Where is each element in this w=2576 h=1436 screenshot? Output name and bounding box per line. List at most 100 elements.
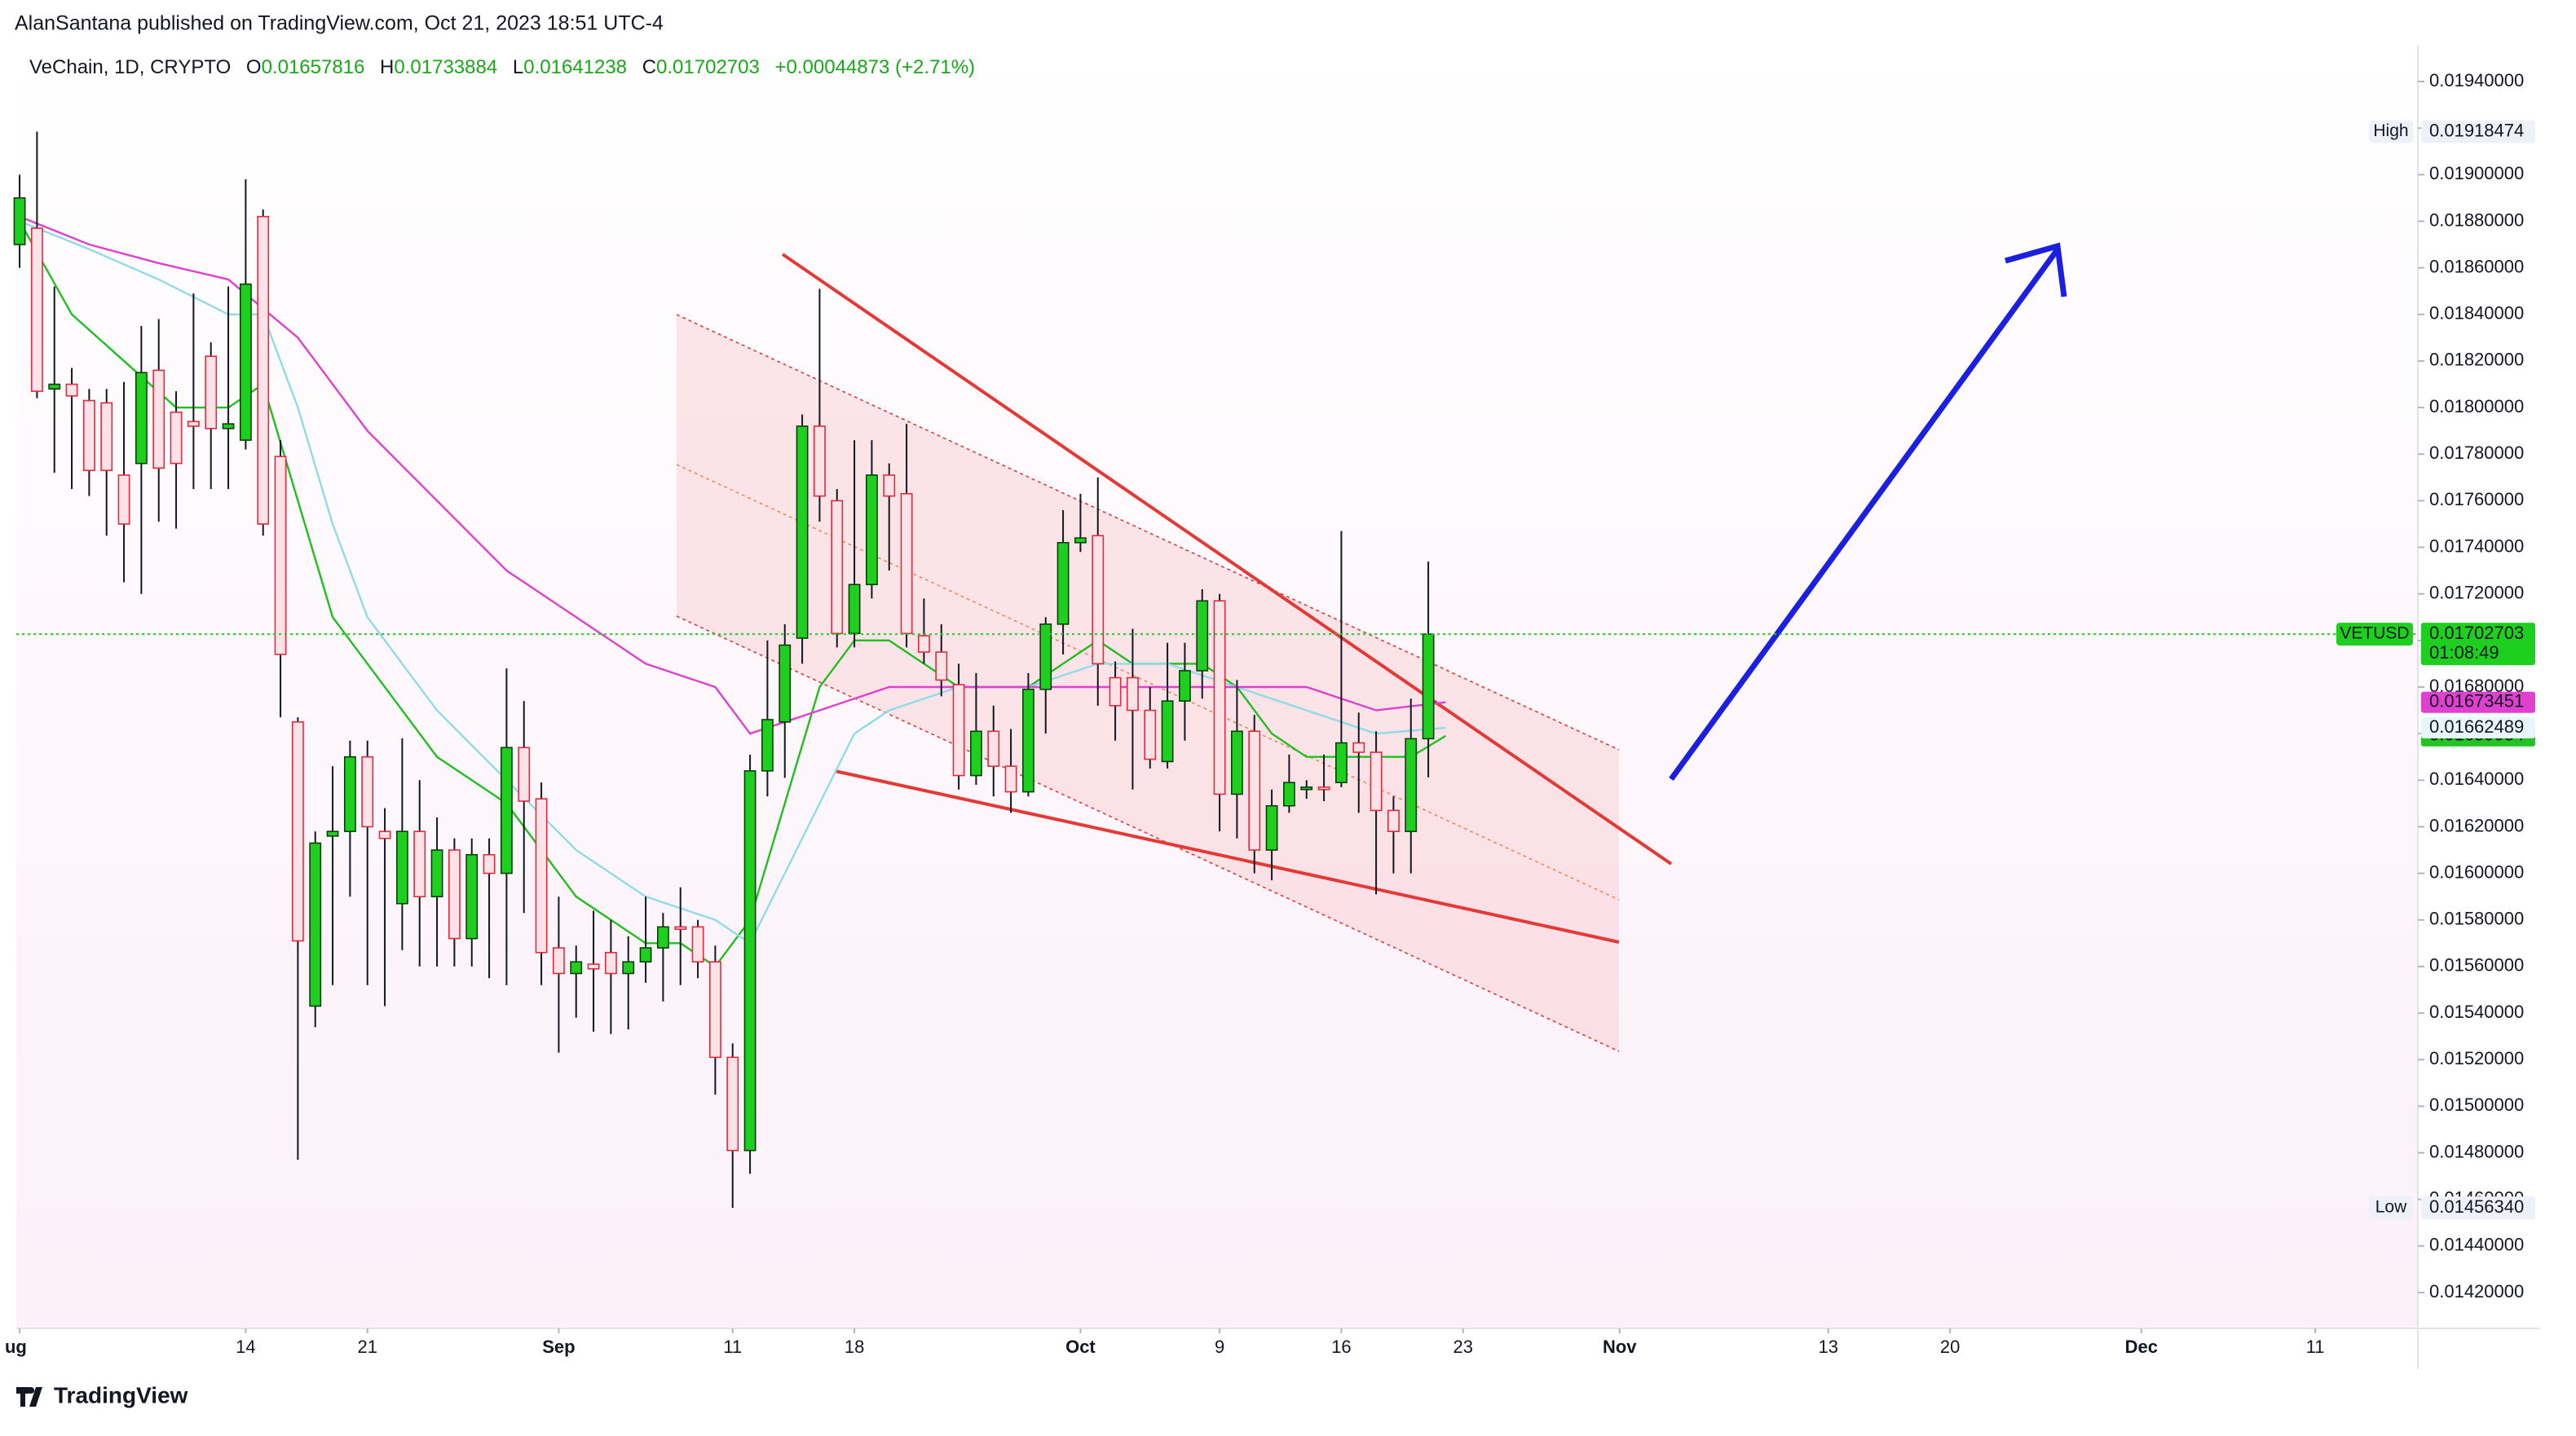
series-last-value: 0.01662489 bbox=[2429, 716, 2524, 737]
marker-value-box bbox=[2421, 120, 2535, 143]
candle-body bbox=[378, 830, 391, 839]
candle-body bbox=[1022, 689, 1034, 793]
y-tick-label: 0.01560000 bbox=[2429, 955, 2524, 976]
x-tick-label: 20 bbox=[1940, 1337, 1960, 1357]
y-tick-label: 0.01640000 bbox=[2429, 769, 2524, 789]
ohlc-letter: O bbox=[246, 56, 262, 78]
candle-body bbox=[448, 849, 461, 940]
candle-body bbox=[779, 644, 792, 723]
candle-body bbox=[1161, 700, 1174, 763]
candle-body bbox=[761, 719, 774, 772]
ohlc-value: 0.01641238 bbox=[523, 56, 627, 78]
candle-body bbox=[483, 853, 496, 874]
brand: TradingView bbox=[54, 1382, 188, 1407]
last-price: 0.01702703 bbox=[2429, 623, 2524, 643]
marker-tag: Low bbox=[2375, 1198, 2407, 1217]
y-tick-label: 0.01880000 bbox=[2429, 209, 2524, 230]
y-tick-label: 0.01900000 bbox=[2429, 163, 2524, 183]
candle-body bbox=[1039, 623, 1052, 690]
y-tick-label: 0.01780000 bbox=[2429, 443, 2524, 463]
candle-body bbox=[656, 926, 669, 949]
candle-body bbox=[1213, 600, 1226, 795]
y-tick-label: 0.01740000 bbox=[2429, 535, 2524, 556]
y-tick-label: 0.01940000 bbox=[2429, 70, 2524, 90]
candle-body bbox=[518, 747, 531, 802]
candle-body bbox=[187, 421, 200, 427]
candle-body bbox=[813, 425, 826, 497]
candle-body bbox=[1335, 742, 1348, 783]
ohlc-letter: L bbox=[513, 56, 523, 78]
x-tick-label: Oct bbox=[1065, 1337, 1096, 1357]
candle-body bbox=[1092, 535, 1105, 665]
candle-body bbox=[117, 474, 130, 525]
candle-body bbox=[1317, 786, 1330, 791]
candle-body bbox=[883, 474, 896, 497]
candle-body bbox=[430, 849, 443, 897]
ohlc-letter: H bbox=[380, 56, 394, 78]
candle-body bbox=[622, 961, 635, 975]
logo-mark bbox=[16, 1387, 42, 1407]
candle-body bbox=[343, 755, 356, 832]
ohlc-value: 0.01657816 bbox=[262, 56, 365, 78]
candle-body bbox=[274, 456, 287, 655]
candle-body bbox=[1387, 809, 1400, 832]
candle-body bbox=[587, 963, 600, 970]
candle-body bbox=[900, 493, 913, 635]
candle-body bbox=[13, 197, 26, 245]
y-tick-label: 0.01860000 bbox=[2429, 256, 2524, 276]
candle-body bbox=[135, 372, 148, 465]
candle-body bbox=[691, 926, 704, 963]
candle-body bbox=[1127, 676, 1139, 711]
candle-body bbox=[65, 383, 78, 397]
candle-body bbox=[848, 584, 861, 635]
candle-body bbox=[604, 951, 617, 975]
y-tick-label: 0.01720000 bbox=[2429, 583, 2524, 603]
ohlc-value: 0.01733884 bbox=[394, 56, 497, 78]
candle-body bbox=[291, 721, 304, 942]
change: +0.00044873 (+2.71%) bbox=[775, 56, 976, 78]
x-tick-label: Dec bbox=[2125, 1337, 2158, 1357]
y-tick-label: 0.01820000 bbox=[2429, 350, 2524, 370]
candle-body bbox=[1283, 782, 1295, 807]
x-tick-label: 14 bbox=[236, 1337, 255, 1357]
candle-body bbox=[30, 227, 43, 392]
candle-body bbox=[952, 684, 965, 777]
candle-body bbox=[413, 830, 426, 897]
candle-body bbox=[570, 961, 583, 975]
plot bbox=[13, 131, 2418, 1209]
candle-body bbox=[1352, 742, 1365, 753]
arrow-shaft bbox=[1669, 247, 2060, 782]
candle-body bbox=[257, 215, 270, 525]
support-line bbox=[834, 769, 1620, 944]
y-tick-label: 0.01580000 bbox=[2429, 909, 2524, 929]
candle-body bbox=[1074, 537, 1087, 544]
y-tick-label: 0.01600000 bbox=[2429, 861, 2524, 882]
candle-body bbox=[48, 383, 61, 390]
candle-body bbox=[535, 798, 548, 954]
marker-value-box bbox=[2421, 1196, 2535, 1220]
y-tick-label: 0.01520000 bbox=[2429, 1048, 2524, 1068]
y-tick-label: 0.01480000 bbox=[2429, 1141, 2524, 1161]
symbol-tag-box bbox=[2336, 623, 2413, 646]
candle-body bbox=[1265, 804, 1278, 851]
series-last-box bbox=[2421, 691, 2535, 713]
y-tick-label: 0.01500000 bbox=[2429, 1095, 2524, 1115]
x-tick-label: 16 bbox=[1331, 1337, 1351, 1357]
byline: AlanSantana published on TradingView.com… bbox=[15, 12, 664, 35]
last-price-box bbox=[2421, 623, 2535, 666]
candle-body bbox=[970, 730, 982, 777]
candle-body bbox=[500, 747, 513, 874]
candle-body bbox=[100, 402, 113, 472]
x-tick-label: 23 bbox=[1453, 1337, 1473, 1357]
y-tick-label: 0.01800000 bbox=[2429, 396, 2524, 416]
candle-body bbox=[1422, 633, 1435, 740]
candle-body bbox=[1109, 676, 1122, 707]
x-tick-label: Nov bbox=[1603, 1337, 1637, 1357]
candle-body bbox=[796, 425, 809, 639]
candle-body bbox=[866, 474, 878, 586]
candle-body bbox=[674, 926, 687, 930]
candle-body bbox=[465, 853, 479, 940]
x-tick-label: 21 bbox=[357, 1337, 377, 1357]
